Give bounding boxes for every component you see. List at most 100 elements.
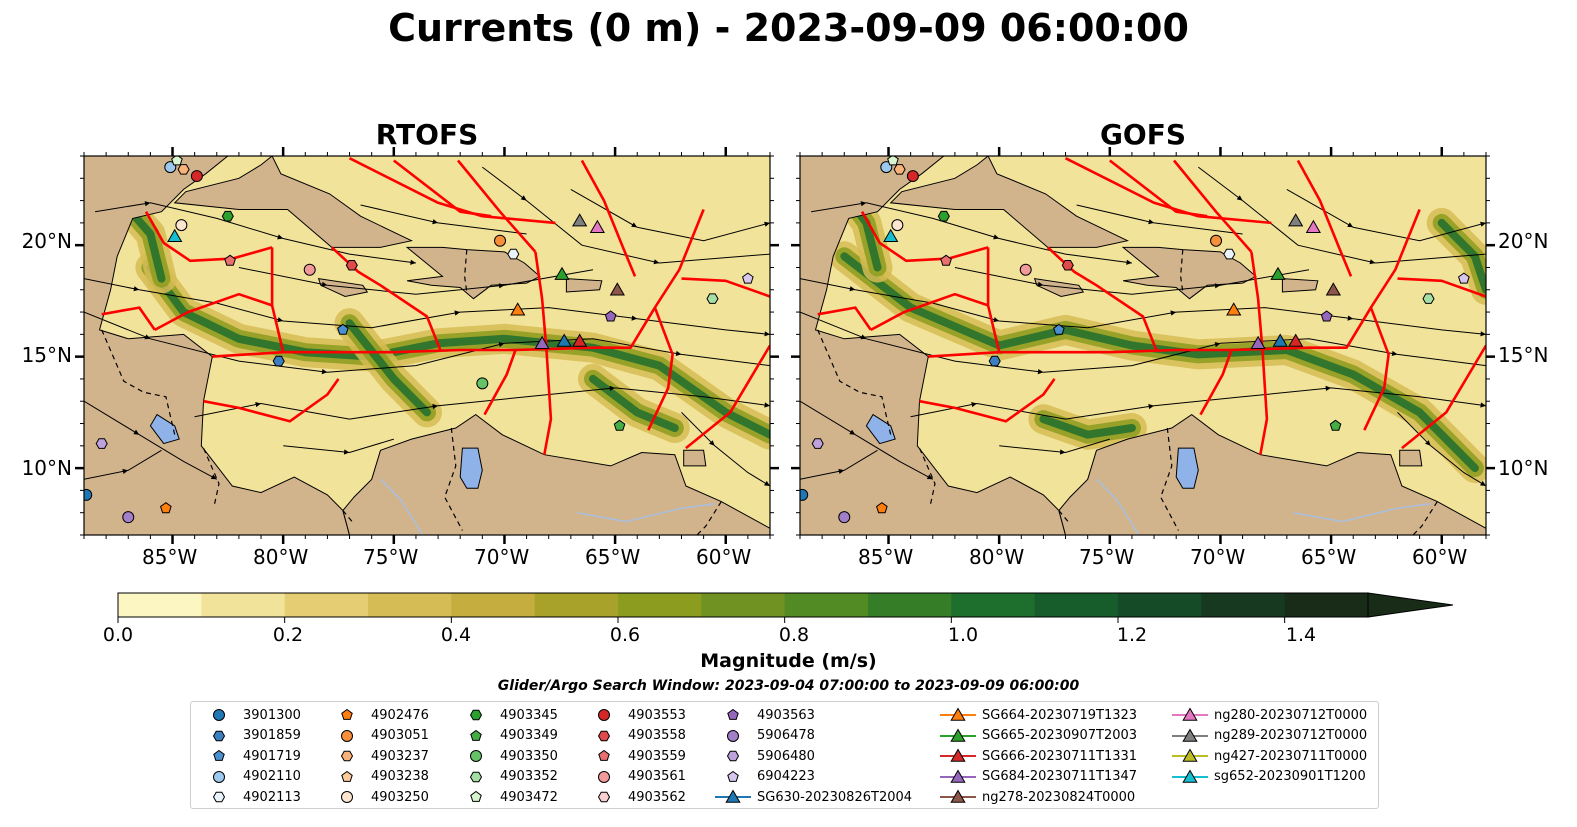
- land: [889, 156, 1130, 248]
- colorbar-segment: [951, 593, 1036, 617]
- legend-label: 4903558: [628, 728, 686, 743]
- map-marker-4903352: [1422, 293, 1435, 304]
- colorbar-segment: [201, 593, 286, 617]
- legend-label: 5906478: [757, 728, 815, 743]
- map-marker-4903563: [1320, 310, 1333, 322]
- map-marker-4903345: [221, 210, 234, 222]
- legend-label: 4903237: [371, 748, 429, 764]
- country-border: [817, 329, 892, 435]
- legend-label: 4903238: [371, 769, 429, 784]
- streamline-arrow: [1480, 480, 1486, 486]
- map-marker-4903349: [613, 419, 626, 431]
- streamline-arrow: [609, 385, 616, 391]
- land: [1281, 278, 1319, 293]
- country-border: [918, 447, 936, 504]
- eez-boundary: [919, 378, 1056, 423]
- country-border: [696, 501, 722, 535]
- streamline: [800, 278, 1486, 335]
- streamline-arrow: [210, 474, 217, 480]
- eez-boundary: [1064, 157, 1272, 225]
- streamline: [194, 387, 770, 420]
- country-border: [463, 249, 468, 293]
- streamline-arrow: [653, 259, 660, 265]
- streamline-arrow: [321, 369, 328, 375]
- streamline-arrow: [1170, 310, 1177, 316]
- lon-label-85w-gofs: 85°W: [858, 545, 914, 569]
- land: [565, 278, 603, 293]
- eez-boundary: [860, 211, 989, 263]
- eez-boundary: [1363, 307, 1390, 431]
- search-window-text: Glider/Argo Search Window: 2023-09-04 07…: [497, 678, 1080, 694]
- colorbar-title: Magnitude (m/s): [700, 650, 877, 672]
- legend-marker: [470, 790, 482, 802]
- legend-label: 4903250: [371, 789, 429, 805]
- map-marker-SG684-20230711T1347: [1250, 335, 1266, 349]
- lon-label-60w-rtofs: 60°W: [696, 545, 752, 569]
- streamline-arrow: [1480, 402, 1486, 408]
- legend-item: SG630-20230826T2004: [713, 788, 912, 806]
- map-marker-ng289-20230712T0000: [572, 213, 588, 227]
- map-marker-4903561: [303, 263, 316, 276]
- colorbar-tick-5: 1.0: [947, 624, 979, 646]
- legend-label: 4902110: [243, 769, 301, 784]
- legend-marker: [341, 729, 353, 742]
- legend-item: 4903237: [327, 747, 429, 765]
- map-marker-4902476: [876, 502, 888, 514]
- map-marker-4903237: [177, 164, 190, 175]
- map-marker-4903558: [345, 260, 358, 271]
- river: [379, 478, 424, 535]
- pentagon-marker-icon: [470, 729, 482, 741]
- colorbar-segment: [701, 593, 786, 617]
- map-marker-5906478: [122, 511, 135, 524]
- legend-marker: [470, 729, 482, 741]
- eez-boundary: [212, 346, 594, 358]
- river: [577, 503, 715, 523]
- legend-marker: [598, 749, 610, 761]
- eez-boundary: [1250, 251, 1269, 455]
- eez-boundary: [154, 292, 273, 332]
- streamline-arrow: [1148, 219, 1155, 225]
- legend-label: 4902113: [243, 789, 301, 805]
- legend-marker: [1182, 728, 1198, 742]
- map-marker-SG684-20230711T1347: [534, 335, 550, 349]
- river: [1095, 478, 1140, 535]
- streamline-arrow: [277, 234, 284, 240]
- legend-label: 4901719: [243, 748, 301, 764]
- map-marker-3901859: [272, 355, 285, 367]
- streamline: [800, 400, 934, 480]
- streamline-arrow: [133, 286, 140, 292]
- legend-item: 4903558: [584, 727, 686, 745]
- streamline-arrow: [849, 286, 856, 292]
- triangle-marker-icon: [1172, 707, 1208, 721]
- colorbar-tick-1: 0.2: [272, 624, 304, 646]
- legend-label: SG664-20230719T1323: [982, 707, 1138, 723]
- legend-marker: [727, 729, 739, 742]
- map-marker-sg652-20230901T1200: [167, 228, 183, 242]
- map-marker-SG664-20230719T1323: [1226, 302, 1242, 316]
- streamline-arrow: [432, 219, 439, 225]
- lon-label-75w-rtofs: 75°W: [363, 545, 419, 569]
- hexagon-marker-icon: [726, 750, 740, 762]
- eez-boundary: [647, 307, 674, 431]
- circle-marker-icon: [598, 770, 610, 783]
- legend-label: ng289-20230712T0000: [1214, 728, 1368, 743]
- streamline-arrow: [498, 342, 505, 348]
- streamline-arrow: [993, 234, 1000, 240]
- country-border: [1179, 249, 1184, 293]
- streamline-arrow: [122, 468, 129, 474]
- map-marker-4902113: [1223, 248, 1236, 260]
- streamline-arrow: [1369, 259, 1376, 265]
- map-marker-4903559: [940, 254, 952, 266]
- streamline-arrow: [133, 429, 140, 435]
- lake: [1175, 447, 1199, 489]
- streamline: [1286, 188, 1486, 242]
- legend-item: ng278-20230824T0000: [938, 788, 1135, 806]
- legend-marker: [950, 789, 966, 803]
- legend-item: 3901300: [199, 706, 301, 724]
- legend-item: SG666-20230711T1331: [938, 747, 1137, 765]
- streamline-arrow: [926, 474, 933, 480]
- streamline: [800, 311, 1486, 373]
- eez-boundary: [534, 251, 553, 455]
- colorbar-tick-3: 0.6: [609, 624, 641, 646]
- streamline: [681, 412, 770, 487]
